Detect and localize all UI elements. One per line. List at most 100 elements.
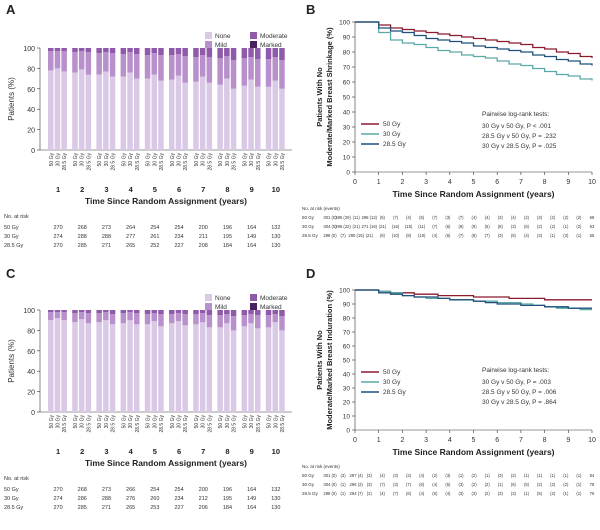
at-risk-value: 149	[247, 496, 256, 502]
panel-letter: A	[6, 2, 16, 17]
bar-segment	[61, 51, 67, 72]
bar-segment	[169, 323, 175, 412]
at-risk-value: (1)	[458, 473, 464, 478]
bar-segment	[144, 314, 151, 325]
bar-segment	[78, 69, 85, 150]
arm-tick-label: 50 Gy	[121, 153, 127, 167]
bar-segment	[272, 57, 278, 81]
bar-segment	[85, 74, 92, 150]
arm-tick-label: 30 Gy	[128, 415, 134, 429]
year-label: 4	[129, 185, 134, 194]
bar-segment	[158, 314, 164, 327]
bar-segment	[78, 310, 85, 313]
bar-segment	[199, 48, 206, 56]
at-risk-value: (5)	[432, 491, 438, 496]
bar-segment	[206, 327, 213, 412]
bar-segment	[109, 310, 116, 315]
y-tick-label: 40	[343, 372, 351, 379]
at-risk-value: (21)	[379, 224, 387, 229]
bar-segment	[248, 57, 254, 80]
at-risk-value: (4)	[419, 491, 425, 496]
at-risk-value: (2)	[563, 215, 569, 220]
at-risk-value: (5)	[524, 482, 530, 487]
at-risk-title: No. at risk (events)	[302, 464, 340, 469]
logrank-test: 28.5 Gy v 50 Gy, P = .006	[482, 389, 557, 396]
legend-label: None	[215, 295, 231, 302]
at-risk-value: (4)	[380, 473, 386, 478]
at-risk-value: (7)	[432, 215, 438, 220]
at-risk-value: 285 (29)	[335, 215, 351, 220]
at-risk-value: (3)	[472, 491, 478, 496]
bar-segment	[78, 48, 85, 52]
at-risk-value: (11)	[418, 224, 426, 229]
at-risk-value: (6)	[419, 482, 425, 487]
bar-segment	[279, 48, 285, 61]
arm-tick-label: 30 Gy	[176, 415, 182, 429]
x-tick-label: 1	[377, 437, 381, 444]
year-label: 9	[250, 185, 254, 194]
x-axis-label: Time Since Random Assignment (years)	[85, 196, 247, 206]
bar-segment	[169, 310, 175, 315]
bar-segment	[224, 78, 230, 150]
bar-segment	[78, 319, 85, 412]
bar-segment	[193, 310, 199, 315]
at-risk-value: 234	[174, 234, 183, 240]
bar-segment	[120, 313, 127, 324]
at-risk-value: (3)	[498, 491, 504, 496]
at-risk-value: (2)	[576, 224, 582, 229]
at-risk-value: 270	[53, 225, 62, 231]
bar-segment	[96, 313, 102, 323]
bar-segment	[199, 322, 206, 412]
at-risk-value: (4)	[511, 215, 517, 220]
bar-segment	[85, 313, 92, 324]
at-risk-value: (7)	[432, 224, 438, 229]
at-risk-value: 252	[150, 243, 159, 249]
at-risk-value: (2)	[367, 491, 373, 496]
at-risk-value: (7)	[393, 215, 399, 220]
x-axis-label: Time Since Random Assignment (years)	[392, 189, 554, 199]
bar-segment	[158, 55, 164, 81]
at-risk-value: (4)	[524, 233, 530, 238]
at-risk-arm: 30 Gy	[302, 482, 315, 487]
y-tick-label: 50	[343, 95, 351, 102]
at-risk-arm: 30 Gy	[4, 234, 19, 240]
y-tick-label: 20	[27, 390, 35, 397]
bar-segment	[206, 57, 213, 83]
at-risk-value: 288	[78, 234, 87, 240]
bar-segment	[72, 72, 78, 150]
at-risk-value: 286	[78, 496, 87, 502]
bar-segment	[96, 48, 102, 54]
bar-segment	[96, 53, 102, 75]
arm-tick-label: 30 Gy	[55, 153, 61, 167]
bar-segment	[199, 76, 206, 150]
year-label: 8	[225, 185, 229, 194]
arm-tick-label: 50 Gy	[146, 415, 152, 429]
bar-segment	[241, 58, 248, 86]
x-axis-label: Time Since Random Assignment (years)	[85, 458, 247, 468]
arm-tick-label: 28.5 Gy	[111, 153, 117, 171]
year-label: 9	[250, 447, 254, 456]
at-risk-value: 273	[102, 487, 111, 493]
at-risk-arm: 28.5 Gy	[302, 491, 319, 496]
legend-label: 50 Gy	[383, 121, 401, 128]
arm-tick-label: 28.5 Gy	[280, 153, 286, 171]
y-tick-label: 60	[27, 349, 35, 356]
at-risk-value: 268	[78, 487, 87, 493]
arm-tick-label: 30 Gy	[104, 415, 110, 429]
bar-segment	[230, 48, 237, 61]
bar-segment	[206, 310, 213, 316]
bar-segment	[103, 48, 109, 53]
bar-segment	[103, 71, 109, 150]
at-risk-value: (2)	[485, 491, 491, 496]
bar-segment	[193, 324, 199, 412]
at-risk-value: (3)	[445, 473, 451, 478]
year-label: 2	[80, 447, 84, 456]
survival-curve	[355, 21, 593, 81]
bar-segment	[272, 310, 278, 315]
bar-segment	[224, 314, 230, 324]
bar-segment	[272, 322, 278, 412]
at-risk-value: (2)	[537, 482, 543, 487]
bar-segment	[127, 310, 133, 313]
x-tick-label: 8	[543, 437, 547, 444]
